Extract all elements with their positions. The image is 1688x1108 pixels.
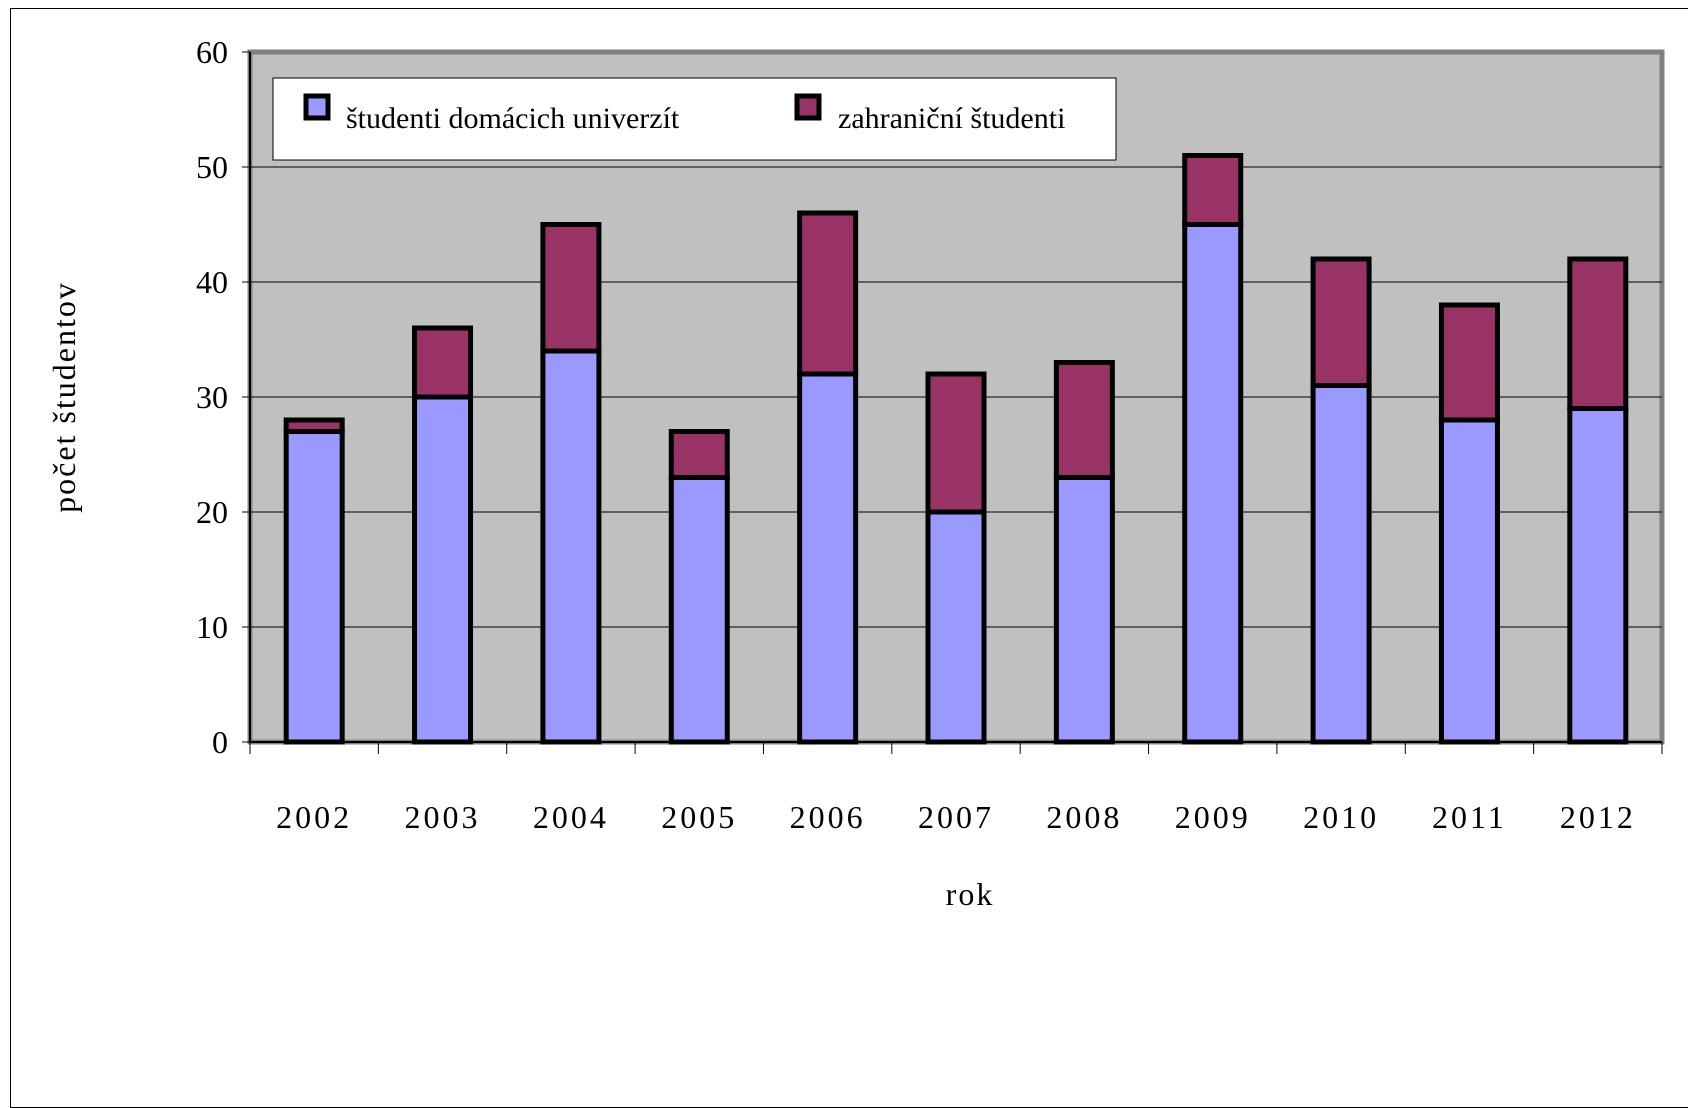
- legend-label-foreign: zahraniční študenti: [838, 102, 1065, 135]
- bar-2012-series-0: [1570, 409, 1626, 743]
- y-tick-label-40: 40: [196, 264, 228, 300]
- x-tick-label-2004: 2004: [533, 799, 609, 835]
- bar-2008-series-1: [1056, 363, 1112, 478]
- bar-2010-series-0: [1313, 386, 1369, 743]
- legend-swatch-foreign: [797, 96, 819, 118]
- bar-2004-series-1: [543, 225, 599, 352]
- y-axis-label: počet študentov: [46, 281, 82, 513]
- x-tick-label-2006: 2006: [790, 799, 866, 835]
- y-tick-label-50: 50: [196, 149, 228, 185]
- x-tick-label-2012: 2012: [1560, 799, 1636, 835]
- legend: študenti domácich univerzít zahraniční š…: [273, 78, 1116, 160]
- bar-2011-series-0: [1441, 420, 1497, 742]
- bar-2006-series-0: [800, 374, 856, 742]
- x-tick-label-2005: 2005: [661, 799, 737, 835]
- x-tick-label-2008: 2008: [1046, 799, 1122, 835]
- bar-2009-series-1: [1185, 156, 1241, 225]
- bar-2012-series-1: [1570, 259, 1626, 409]
- bar-2002-series-0: [286, 432, 342, 743]
- bar-2003-series-1: [415, 328, 471, 397]
- legend-swatch-domestic: [306, 96, 328, 118]
- bar-2009-series-0: [1185, 225, 1241, 743]
- x-tick-label-2010: 2010: [1303, 799, 1379, 835]
- x-axis-label: rok: [946, 876, 995, 912]
- bar-2004-series-0: [543, 351, 599, 742]
- bar-2010-series-1: [1313, 259, 1369, 386]
- y-tick-label-30: 30: [196, 379, 228, 415]
- bar-2008-series-0: [1056, 478, 1112, 743]
- bar-2005-series-0: [671, 478, 727, 743]
- x-tick-label-2009: 2009: [1175, 799, 1251, 835]
- y-tick-label-60: 60: [196, 34, 228, 70]
- x-tick-label-2011: 2011: [1432, 799, 1507, 835]
- bar-2002-series-1: [286, 420, 342, 432]
- bar-2007-series-0: [928, 512, 984, 742]
- bar-2003-series-0: [415, 397, 471, 742]
- bar-2005-series-1: [671, 432, 727, 478]
- y-tick-label-0: 0: [212, 724, 228, 760]
- stacked-bar-chart: 0 10 20 30 40 50 60 2002 2003 2004 2005 2006 2007 200…: [0, 0, 1688, 1013]
- x-tick-label-2002: 2002: [276, 799, 352, 835]
- y-tick-label-20: 20: [196, 494, 228, 530]
- bar-2006-series-1: [800, 213, 856, 374]
- x-tick-label-2007: 2007: [918, 799, 994, 835]
- x-tick-label-2003: 2003: [405, 799, 481, 835]
- bar-2011-series-1: [1441, 305, 1497, 420]
- legend-label-domestic: študenti domácich univerzít: [346, 102, 680, 135]
- bar-2007-series-1: [928, 374, 984, 512]
- y-tick-label-10: 10: [196, 609, 228, 645]
